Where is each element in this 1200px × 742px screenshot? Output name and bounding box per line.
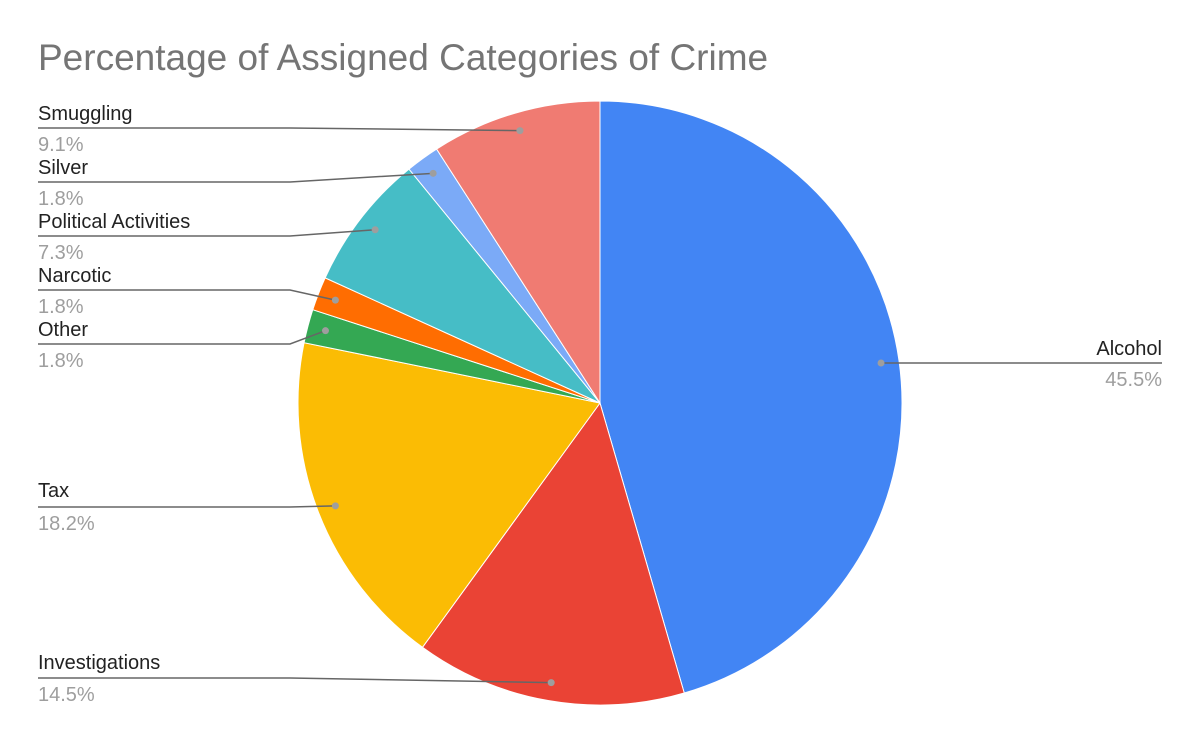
leader-dot-tax <box>331 502 339 510</box>
slice-percent-silver: 1.8% <box>38 188 84 210</box>
leader-line-tax <box>38 505 336 508</box>
pie-slices <box>297 100 903 706</box>
slice-label-tax: Tax <box>38 480 69 502</box>
slice-label-political-activities: Political Activities <box>38 211 190 233</box>
pie-slice-tax <box>297 342 601 649</box>
slice-percent-alcohol: 45.5% <box>1105 369 1162 391</box>
leader-line-other <box>38 329 326 345</box>
slice-percent-political-activities: 7.3% <box>38 242 84 264</box>
leader-dot-political-activities <box>371 226 379 234</box>
pie-slice-smuggling <box>435 100 601 405</box>
pie-slice-political-activities <box>324 168 601 404</box>
leader-dot-other <box>321 327 329 335</box>
leader-line-smuggling <box>38 127 520 132</box>
leader-line-investigations <box>38 677 552 684</box>
slice-labels: Alcohol 45.5% Investigations 14.5% Tax 18.2% O… <box>38 103 1162 706</box>
slice-label-alcohol: Alcohol <box>1096 338 1162 360</box>
slice-percent-investigations: 14.5% <box>38 684 95 706</box>
leader-dot-smuggling <box>516 127 524 135</box>
leader-dot-narcotic <box>331 296 339 304</box>
pie-slice-investigations <box>421 401 685 706</box>
leader-dot-alcohol <box>877 359 885 367</box>
slice-percent-smuggling: 9.1% <box>38 134 84 156</box>
slice-percent-narcotic: 1.8% <box>38 296 84 318</box>
slice-percent-tax: 18.2% <box>38 513 95 535</box>
slice-label-other: Other <box>38 319 88 341</box>
slice-label-silver: Silver <box>38 157 88 179</box>
leader-dot-investigations <box>547 679 555 687</box>
slice-label-smuggling: Smuggling <box>38 103 133 125</box>
slice-percent-other: 1.8% <box>38 350 84 372</box>
leader-line-narcotic <box>38 289 336 301</box>
slice-label-investigations: Investigations <box>38 652 160 674</box>
chart-title: Percentage of Assigned Categories of Cri… <box>38 37 768 78</box>
pie-slice-alcohol <box>599 100 903 694</box>
leader-line-silver <box>38 172 434 183</box>
slice-label-narcotic: Narcotic <box>38 265 111 287</box>
leader-line-political-activities <box>38 228 376 237</box>
leader-dot-silver <box>429 169 437 177</box>
